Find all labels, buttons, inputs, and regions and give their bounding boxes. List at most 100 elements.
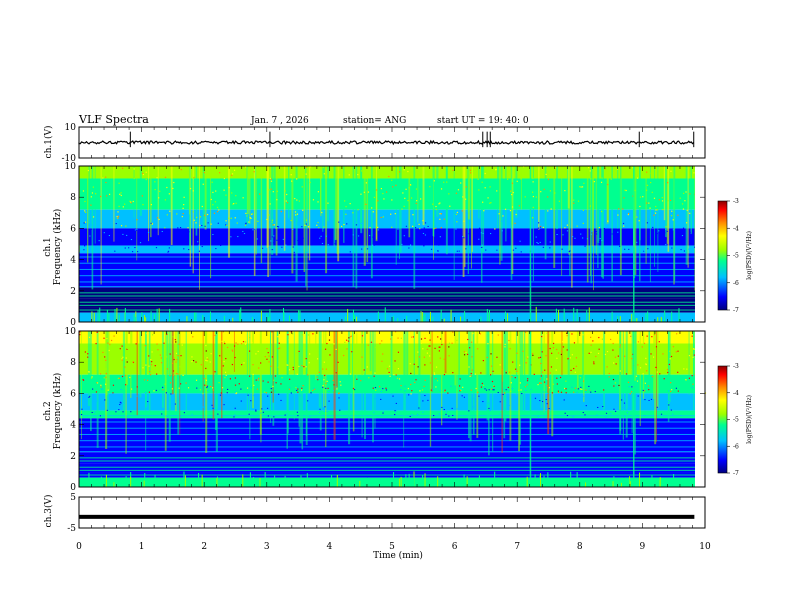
psd-speckle	[521, 393, 523, 395]
psd-speckle	[601, 240, 603, 242]
psd-speckle	[195, 222, 197, 224]
psd-speckle	[256, 388, 259, 390]
psd-speckle	[181, 215, 183, 218]
psd-speckle	[141, 395, 143, 397]
psd-speckle	[252, 229, 254, 231]
colorbar-label: log(PSD)(V²/Hz)	[746, 395, 753, 444]
psd-speckle	[360, 380, 362, 382]
psd-speckle	[546, 403, 548, 405]
sferic-streak	[653, 166, 655, 267]
psd-speckle	[299, 395, 301, 397]
sferic-streak	[88, 166, 90, 224]
sferic-streak	[413, 331, 415, 384]
psd-speckle	[321, 242, 324, 244]
psd-speckle	[671, 247, 673, 249]
psd-speckle	[409, 184, 412, 186]
psd-speckle	[584, 391, 587, 393]
psd-speckle	[472, 332, 474, 335]
psd-speckle	[251, 213, 254, 215]
psd-speckle	[317, 379, 319, 381]
psd-speckle	[489, 202, 491, 204]
psd-speckle	[659, 373, 661, 375]
sferic-streak	[249, 166, 251, 224]
sferic-streak	[576, 331, 579, 390]
psd-speckle	[371, 207, 373, 209]
psd-speckle	[159, 354, 161, 356]
psd-speckle	[548, 234, 551, 236]
psd-speckle	[622, 208, 624, 210]
psd-speckle	[268, 246, 270, 248]
psd-speckle	[438, 346, 440, 348]
lf-spike	[507, 313, 509, 322]
sferic-streak	[352, 331, 355, 432]
psd-speckle	[246, 387, 249, 389]
psd-speckle	[585, 363, 587, 365]
sferic-streak	[81, 331, 82, 440]
psd-speckle	[216, 393, 218, 395]
psd-speckle	[644, 382, 646, 384]
lf-spike	[534, 474, 536, 487]
psd-speckle	[245, 166, 247, 168]
sferic-streak	[361, 331, 363, 438]
psd-speckle	[691, 335, 693, 337]
psd-speckle	[264, 355, 266, 358]
psd-speckle	[182, 213, 184, 215]
psd-speckle	[420, 198, 422, 200]
psd-speckle	[266, 358, 268, 360]
psd-speckle	[623, 406, 625, 408]
psd-speckle	[104, 383, 107, 385]
psd-speckle	[249, 228, 251, 230]
psd-speckle	[224, 371, 227, 373]
sferic-streak	[335, 166, 337, 240]
psd-speckle	[151, 223, 154, 225]
psd-speckle	[383, 198, 385, 200]
psd-speckle	[608, 376, 610, 378]
sferic-streak	[189, 166, 191, 251]
psd-speckle	[121, 375, 124, 378]
psd-speckle	[312, 334, 314, 336]
lf-spike	[547, 472, 549, 487]
psd-speckle	[263, 391, 266, 393]
psd-speckle	[463, 351, 466, 353]
psd-speckle	[231, 173, 234, 175]
psd-speckle	[582, 334, 584, 336]
psd-speckle	[126, 416, 128, 418]
psd-speckle	[231, 350, 234, 352]
psd-speckle	[472, 331, 475, 333]
lf-spike	[216, 478, 218, 487]
psd-speckle	[349, 336, 351, 338]
lf-spike	[540, 473, 542, 487]
psd-speckle	[349, 203, 351, 205]
psd-speckle	[96, 382, 99, 384]
psd-speckle	[456, 221, 458, 223]
psd-speckle	[263, 174, 265, 177]
psd-speckle	[440, 227, 442, 229]
psd-speckle	[288, 388, 290, 390]
psd-speckle	[403, 169, 405, 171]
lf-spike	[639, 472, 641, 487]
psd-speckle	[480, 386, 483, 388]
psd-speckle	[533, 373, 535, 375]
psd-speckle	[589, 205, 591, 207]
psd-speckle	[611, 233, 613, 235]
psd-speckle	[124, 366, 126, 368]
psd-speckle	[145, 234, 148, 236]
psd-speckle	[467, 338, 469, 341]
y-tick-label: 2	[70, 287, 76, 297]
psd-speckle	[515, 239, 517, 241]
psd-speckle	[693, 172, 695, 174]
psd-speckle	[231, 174, 233, 176]
psd-speckle	[683, 192, 685, 194]
sferic-streak	[376, 166, 377, 240]
psd-speckle	[448, 333, 450, 335]
psd-speckle	[171, 388, 174, 390]
psd-speckle	[295, 178, 298, 180]
psd-speckle	[666, 181, 669, 184]
psd-speckle	[525, 362, 527, 364]
psd-speckle	[672, 413, 674, 415]
y-tick-label: 8	[70, 358, 76, 368]
psd-speckle	[322, 227, 325, 229]
psd-speckle	[545, 355, 547, 357]
psd-speckle	[593, 363, 595, 365]
psd-speckle	[579, 186, 581, 188]
